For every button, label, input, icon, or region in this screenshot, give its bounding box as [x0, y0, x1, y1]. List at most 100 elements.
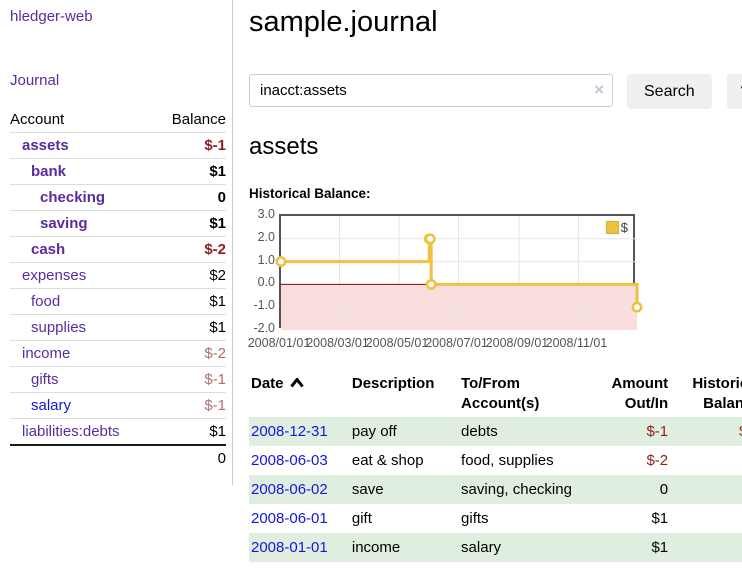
date-cell: 2008-06-01	[249, 504, 350, 533]
accounts-cell: debts	[461, 423, 498, 440]
y-axis-tick-label: -2.0	[253, 321, 275, 335]
date-link[interactable]: 2008-06-03	[251, 452, 328, 469]
register-col-date-label: Date	[251, 375, 284, 392]
account-name-cell: expenses	[10, 263, 154, 289]
search-form: × Search ?	[249, 74, 742, 109]
accounts-total-row: 0	[10, 445, 226, 471]
amount-cell: $-1	[646, 423, 669, 440]
amount-cell: $-2	[646, 452, 669, 469]
account-link[interactable]: saving	[40, 215, 88, 232]
amount-cell: 0	[659, 481, 669, 498]
chart-legend: $	[603, 220, 630, 235]
transaction-row[interactable]: 2008-12-31 pay off debts $-1$-1	[249, 417, 742, 446]
date-cell: 2008-06-03	[249, 446, 350, 475]
accounts-table: Account Balance assets $-1 bank $1 checking 0…	[10, 107, 226, 471]
date-link[interactable]: 2008-01-01	[251, 539, 328, 556]
account-row: checking 0	[10, 184, 226, 211]
account-balance: $-1	[204, 137, 226, 154]
clear-search-icon[interactable]: ×	[594, 80, 604, 99]
description-cell: gift	[351, 510, 372, 527]
account-link[interactable]: supplies	[31, 319, 87, 336]
register-table: Date Description To/From Account(s) Amou…	[249, 371, 742, 562]
account-link[interactable]: assets	[22, 137, 69, 154]
help-button[interactable]: ?	[726, 74, 742, 109]
search-input[interactable]	[249, 74, 613, 107]
date-link[interactable]: 2008-12-31	[251, 423, 328, 440]
account-row: liabilities:debts $1	[10, 418, 226, 446]
register-col-date[interactable]: Date	[249, 371, 350, 417]
account-link[interactable]: checking	[40, 189, 106, 206]
transaction-row[interactable]: 2008-06-02 save saving, checking 0$2	[249, 475, 742, 504]
accounts-cell: salary	[461, 539, 502, 556]
account-link[interactable]: gifts	[31, 371, 59, 388]
date-cell: 2008-12-31	[249, 417, 350, 446]
account-row: gifts $-1	[10, 366, 226, 393]
account-heading: assets	[249, 133, 319, 160]
accounts-cell: food, supplies	[461, 452, 554, 469]
balance-cell: $-1	[670, 417, 742, 446]
account-balance: $-2	[204, 241, 226, 258]
account-name-cell: saving	[10, 211, 154, 237]
app-title-link[interactable]: hledger-web	[10, 8, 93, 25]
sort-ascending-icon	[289, 377, 304, 388]
account-row: food $1	[10, 288, 226, 315]
transaction-row[interactable]: 2008-06-03 eat & shop food, supplies $-20	[249, 446, 742, 475]
y-axis-tick-label: -1.0	[253, 298, 275, 313]
account-balance: $-2	[204, 345, 226, 362]
search-button[interactable]: Search	[627, 74, 712, 109]
account-row: salary $-1	[10, 392, 226, 419]
register-col-description: Description	[351, 375, 435, 392]
account-link[interactable]: food	[31, 293, 61, 310]
account-name-cell: bank	[10, 159, 154, 185]
amount-cell: $1	[651, 539, 669, 556]
register-header-row: Date Description To/From Account(s) Amou…	[249, 371, 742, 417]
accounts-col-account: Account	[10, 111, 65, 128]
account-link[interactable]: liabilities:debts	[22, 423, 120, 440]
sidebar-item-journal[interactable]: Journal	[10, 72, 60, 89]
legend-swatch-icon	[605, 221, 619, 234]
y-axis-tick-label: 3.0	[257, 207, 275, 221]
account-link[interactable]: salary	[31, 397, 72, 414]
transaction-row[interactable]: 2008-06-01 gift gifts $1$2	[249, 504, 742, 533]
x-axis-tick-label: 2008/05/01	[365, 336, 429, 350]
account-link[interactable]: bank	[31, 163, 67, 180]
account-row: income $-2	[10, 340, 226, 367]
account-name-cell: liabilities:debts	[10, 419, 154, 446]
account-balance: $1	[209, 423, 226, 440]
account-balance: $1	[209, 319, 226, 336]
amount-cell: $1	[651, 510, 669, 527]
accounts-rows: assets $-1 bank $1 checking 0 saving $1 cash $-2 e…	[10, 132, 226, 446]
account-link[interactable]: cash	[31, 241, 66, 258]
account-name-cell: income	[10, 341, 154, 367]
app-window: hledger-web Journal Account Balance asse…	[0, 0, 742, 562]
account-link[interactable]: income	[22, 345, 71, 362]
x-axis-tick-label: 2008/07/01	[425, 336, 488, 350]
account-balance: $-1	[204, 397, 226, 414]
chart-plot[interactable]: $	[275, 214, 643, 330]
sidebar: hledger-web Journal Account Balance asse…	[0, 0, 233, 485]
balance-chart: $ 3.0 2.0 1.0 0.0 -1.0 -2.0 2008/01/01 2008/03/…	[248, 207, 679, 354]
date-link[interactable]: 2008-06-01	[251, 510, 328, 527]
account-row: bank $1	[10, 158, 226, 185]
y-axis-tick-label: 0.0	[257, 275, 275, 290]
date-link[interactable]: 2008-06-02	[251, 481, 328, 498]
accounts-col-balance: Balance	[171, 111, 226, 128]
account-name-cell: food	[10, 289, 154, 315]
y-axis-tick-label: 1.0	[257, 252, 275, 267]
account-link[interactable]: expenses	[22, 267, 87, 284]
main-content: sample.journal × Search ? assets Histori…	[233, 0, 742, 562]
account-name-cell: salary	[10, 393, 154, 419]
accounts-cell: gifts	[461, 510, 489, 527]
accounts-header-row: Account Balance	[10, 107, 226, 133]
account-balance: 0	[217, 189, 226, 206]
account-balance: $1	[209, 163, 226, 180]
account-row: cash $-2	[10, 236, 226, 263]
date-cell: 2008-01-01	[249, 533, 350, 562]
register-col-balance: Historical Balance	[692, 375, 742, 412]
x-axis-tick-label: 2008/11/01	[545, 336, 608, 350]
transaction-row[interactable]: 2008-01-01 income salary $1$1	[249, 533, 742, 562]
x-axis-tick-label: 2008/03/01	[306, 336, 369, 350]
account-balance: $1	[209, 293, 226, 310]
accounts-total-value: 0	[217, 450, 226, 467]
balance-cell: $2	[670, 475, 742, 504]
